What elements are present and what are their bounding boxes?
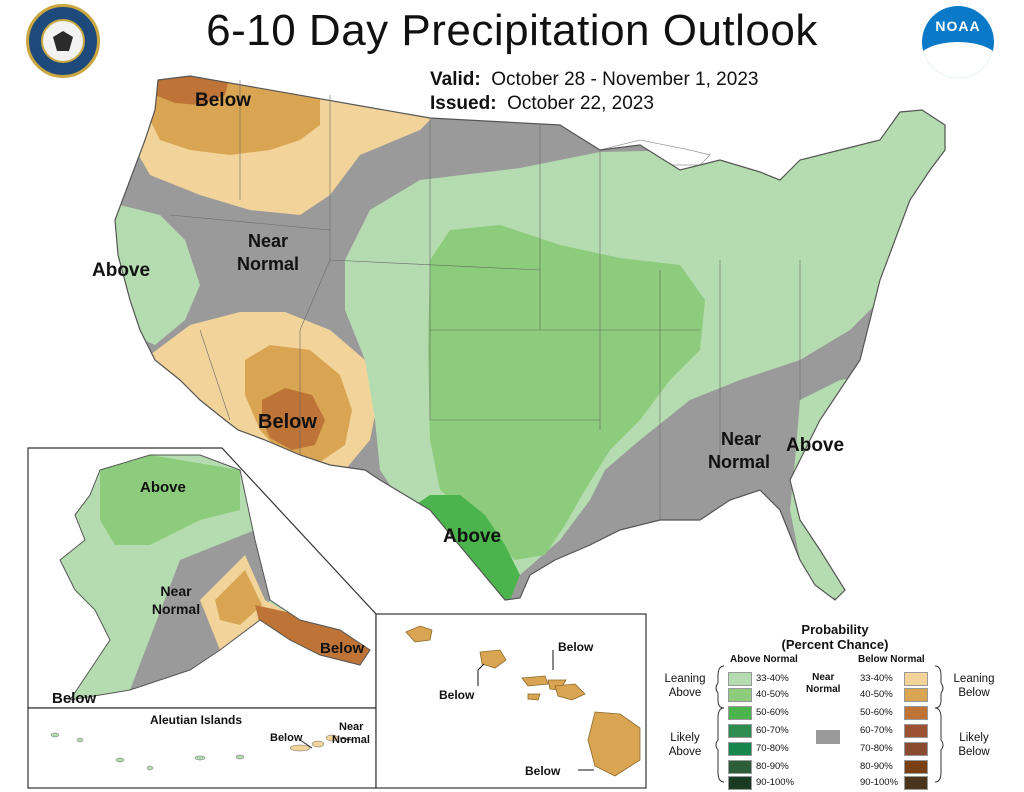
legend-above-swatch-0 <box>728 672 752 686</box>
legend-above-swatch-5 <box>728 760 752 774</box>
legend-below-range-0: 33-40% <box>860 673 893 684</box>
legend-leaning-below-1: Leaning <box>953 673 995 685</box>
label-west-above: Above <box>92 260 150 281</box>
label-ak-below-sw: Below <box>52 690 97 707</box>
label-ak-near-2: Normal <box>152 601 200 617</box>
label-hi-below-2: Below <box>439 688 475 702</box>
legend-likely-below-1: Likely <box>959 732 989 744</box>
zone-nw-below-50 <box>150 76 230 105</box>
legend-below-range-5: 80-90% <box>860 761 893 772</box>
legend-near-swatch <box>816 730 840 744</box>
legend-above-swatch-6 <box>728 776 752 790</box>
legend-title-2: (Percent Chance) <box>781 637 889 652</box>
legend-braces <box>715 665 944 783</box>
legend-leaning-above-1: Leaning <box>664 673 706 685</box>
legend-below-header: Below Normal <box>858 654 925 665</box>
legend-below-range-1: 40-50% <box>860 689 893 700</box>
label-se-above: Above <box>786 435 844 456</box>
legend-below-swatch-0 <box>904 672 928 686</box>
legend-below-range-3: 60-70% <box>860 725 893 736</box>
page-title: 6-10 Day Precipitation Outlook <box>206 6 818 55</box>
label-near-normal-se-2: Normal <box>708 452 770 472</box>
legend-below-swatch-1 <box>904 688 928 702</box>
issued-label: Issued: <box>430 93 497 114</box>
legend-above-swatch-2 <box>728 706 752 720</box>
label-hi-below-3: Below <box>525 764 561 778</box>
label-near-normal-west-2: Normal <box>237 254 299 274</box>
commerce-seal-logo <box>26 4 100 78</box>
state-boundaries <box>169 80 801 520</box>
legend-likely-above-1: Likely <box>670 732 700 744</box>
label-hi-below-1: Below <box>558 640 594 654</box>
label-tx-above: Above <box>443 526 501 547</box>
legend-below-swatch-4 <box>904 742 928 756</box>
label-ak-above: Above <box>140 479 186 496</box>
hawaii-inset <box>375 613 647 789</box>
label-aleutian-near-2: Normal <box>332 734 370 746</box>
legend-below-swatch-5 <box>904 760 928 774</box>
valid-label: Valid: <box>430 69 481 90</box>
label-ak-below-se: Below <box>320 640 365 657</box>
legend-below-range-6: 90-100% <box>860 777 899 788</box>
label-near-normal-se-1: Near <box>721 429 761 449</box>
legend-above-header: Above Normal <box>730 654 798 665</box>
legend-above-range-4: 70-80% <box>756 743 789 754</box>
noaa-logo: NOAA <box>922 6 994 78</box>
legend-above-swatch-4 <box>728 742 752 756</box>
legend-leaning-above-2: Above <box>668 687 702 699</box>
noaa-wave-icon <box>922 42 994 78</box>
legend-above-range-5: 80-90% <box>756 761 789 772</box>
legend-above-range-3: 60-70% <box>756 725 789 736</box>
alaska-inset <box>27 447 377 709</box>
label-nw-below: Below <box>195 90 251 111</box>
legend-title-1: Probability <box>801 622 869 637</box>
label-sw-below: Below <box>258 411 317 433</box>
label-aleutian-near-1: Near <box>339 721 364 733</box>
legend-below-swatch-2 <box>904 706 928 720</box>
legend-leaning-below-2: Below <box>958 687 990 699</box>
aleutian-title: Aleutian Islands <box>150 713 242 727</box>
eagle-icon <box>53 31 73 51</box>
legend-below-range-4: 70-80% <box>860 743 893 754</box>
legend-below-swatch-6 <box>904 776 928 790</box>
legend-above-range-0: 33-40% <box>756 673 789 684</box>
legend-likely-above-2: Above <box>668 746 702 758</box>
legend-above-range-1: 40-50% <box>756 689 789 700</box>
legend-above-swatch-1 <box>728 688 752 702</box>
zone-central-above-40 <box>428 225 705 560</box>
noaa-logo-text: NOAA <box>935 18 981 34</box>
label-near-normal-west-1: Near <box>248 231 288 251</box>
legend-near-2: Normal <box>806 684 841 695</box>
label-ak-near-1: Near <box>160 583 192 599</box>
legend-above-range-2: 50-60% <box>756 707 789 718</box>
legend-below-range-2: 50-60% <box>860 707 893 718</box>
zone-sw-below-50 <box>262 388 325 450</box>
aleutian-inset <box>27 707 377 789</box>
valid-dates: Valid: October 28 - November 1, 2023 Iss… <box>430 68 758 116</box>
issued-value: October 22, 2023 <box>507 93 654 114</box>
legend-above-swatch-3 <box>728 724 752 738</box>
conus-outline <box>114 75 946 601</box>
valid-value: October 28 - November 1, 2023 <box>491 69 759 90</box>
legend-near-1: Near <box>812 672 835 683</box>
label-aleutian-below: Below <box>270 732 303 744</box>
legend-below-swatch-3 <box>904 724 928 738</box>
legend-above-range-6: 90-100% <box>756 777 795 788</box>
legend-likely-below-2: Below <box>958 746 990 758</box>
